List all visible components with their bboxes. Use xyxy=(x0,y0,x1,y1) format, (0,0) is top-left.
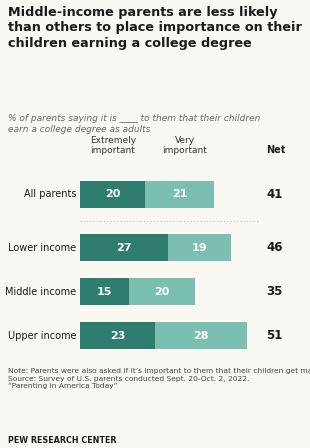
Text: PEW RESEARCH CENTER: PEW RESEARCH CENTER xyxy=(8,436,117,445)
Text: 41: 41 xyxy=(266,188,282,201)
Text: % of parents saying it is ____ to them that their children
earn a college degree: % of parents saying it is ____ to them t… xyxy=(8,114,260,134)
Text: Upper income: Upper income xyxy=(7,331,76,341)
Text: 23: 23 xyxy=(110,331,125,341)
Bar xyxy=(80,234,168,261)
Bar xyxy=(168,234,231,261)
Text: 21: 21 xyxy=(172,189,188,199)
Text: Very
important: Very important xyxy=(162,136,207,155)
Text: 28: 28 xyxy=(193,331,209,341)
Bar xyxy=(145,181,214,207)
Text: 46: 46 xyxy=(266,241,282,254)
Text: Middle-income parents are less likely
than others to place importance on their
c: Middle-income parents are less likely th… xyxy=(8,6,302,50)
Bar xyxy=(80,322,155,349)
Text: 51: 51 xyxy=(266,329,282,342)
Text: Lower income: Lower income xyxy=(8,243,76,253)
Text: Net: Net xyxy=(266,145,286,155)
Text: 15: 15 xyxy=(97,287,112,297)
Bar xyxy=(80,278,129,305)
Text: 35: 35 xyxy=(266,285,282,298)
Bar xyxy=(155,322,247,349)
Text: All parents: All parents xyxy=(24,189,76,199)
Bar xyxy=(80,181,145,207)
Text: Extremely
important: Extremely important xyxy=(90,136,136,155)
Text: 19: 19 xyxy=(192,243,207,253)
Text: 20: 20 xyxy=(154,287,170,297)
Text: 20: 20 xyxy=(105,189,120,199)
Text: 27: 27 xyxy=(117,243,132,253)
Bar xyxy=(129,278,195,305)
Text: Middle income: Middle income xyxy=(5,287,76,297)
Text: Note: Parents were also asked if it’s important to them that their children get : Note: Parents were also asked if it’s im… xyxy=(8,368,310,389)
